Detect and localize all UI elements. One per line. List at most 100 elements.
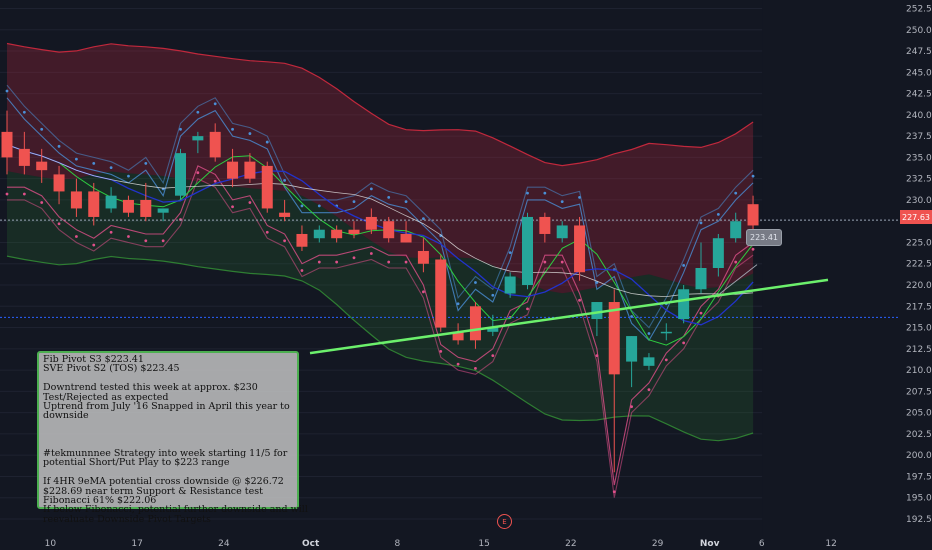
- candle-body: [660, 331, 672, 334]
- pink-pivot-dot: [248, 201, 252, 204]
- pink-pivot-dot: [127, 235, 130, 238]
- x-tick-label: 24: [218, 539, 230, 549]
- y-tick-label: 215.00: [906, 324, 932, 334]
- candle-body: [452, 331, 464, 341]
- blue-pivot-dot: [751, 174, 755, 178]
- pink-pivot-dot: [682, 341, 686, 345]
- candle-body: [296, 233, 308, 247]
- x-tick-label: Oct: [302, 539, 320, 549]
- blue-pivot-dot: [699, 221, 703, 225]
- y-tick-label: 230.00: [906, 196, 932, 206]
- blue-pivot-dot: [560, 200, 564, 204]
- y-tick-label: 212.50: [906, 345, 932, 355]
- candle-body: [591, 302, 603, 320]
- candle-body: [175, 153, 186, 196]
- upper-channel-line: [6, 42, 754, 167]
- blue-pivot-dot: [109, 166, 113, 170]
- pink-pivot-dot: [144, 239, 148, 243]
- note-line: [43, 421, 293, 430]
- candle-body: [53, 174, 65, 192]
- y-tick-label: 210.00: [906, 366, 932, 376]
- note-line: Downtrend tested this week at approx. $2…: [43, 382, 258, 394]
- note-line: Uptrend from July '16 Snapped in April t…: [43, 401, 290, 413]
- axes: 252.50 250.00 247.50 245.00 242.50 240.00 237.…: [45, 5, 932, 549]
- candle-body: [244, 161, 256, 179]
- x-tick-label: 10: [45, 539, 57, 549]
- candle-body: [140, 199, 152, 217]
- last-price-badge: 227.63: [900, 210, 932, 224]
- candle-body: [522, 216, 533, 286]
- candle-body: [36, 161, 48, 171]
- y-tick-label: 222.50: [906, 260, 932, 270]
- pink-pivot-dot: [734, 260, 738, 264]
- earnings-event-marker[interactable]: E: [497, 514, 512, 529]
- pink-envelope-line: [7, 177, 754, 498]
- candle-body: [88, 191, 100, 217]
- blue-pivot-dot: [57, 144, 61, 148]
- blue-pivot-dot: [682, 264, 686, 267]
- blue-pivot-dot: [578, 195, 581, 199]
- annotation-note[interactable]: Fib Pivot S3 $223.41 SVE Pivot S2 (TOS) $…: [37, 351, 308, 524]
- pink-pivot-dot: [109, 230, 113, 234]
- pink-pivot-dot: [92, 243, 96, 247]
- x-tick-label: 17: [131, 539, 142, 549]
- pink-pivot-dot: [543, 260, 547, 264]
- blue-pivot-dot: [543, 191, 547, 195]
- pink-pivot-dot: [664, 358, 668, 362]
- candle-body: [383, 221, 395, 239]
- pink-pivot-dot: [75, 235, 78, 238]
- blue-pivot-dot: [213, 102, 217, 106]
- price-callout[interactable]: 223.41: [746, 229, 782, 246]
- overlays: [309, 264, 829, 355]
- y-tick-label: 202.50: [906, 430, 932, 440]
- note-line: If 4HR 9eMA potential cross downside @ $…: [43, 476, 284, 488]
- note-line: reevaluate Downside Pivot Targets: [43, 513, 211, 525]
- callout-pointer: [719, 264, 758, 294]
- blue-pivot-dot: [22, 110, 26, 114]
- note-line: downside: [43, 410, 89, 422]
- pink-envelope-line: [7, 165, 754, 486]
- blue-pivot-dot: [283, 178, 286, 182]
- y-tick-label: 207.50: [906, 387, 932, 397]
- candle-body: [400, 233, 412, 243]
- pink-pivot-dot: [422, 290, 425, 294]
- blue-pivot-dot: [491, 293, 495, 297]
- blue-pivot-dot: [75, 157, 78, 161]
- pink-pivot-dot: [491, 354, 495, 358]
- candle-body: [313, 229, 325, 239]
- pink-pivot-dot: [560, 260, 564, 264]
- candle-body: [574, 225, 586, 273]
- pink-pivot-dot: [5, 192, 9, 196]
- y-tick-label: 197.50: [906, 472, 932, 482]
- y-tick-label: 245.00: [906, 68, 932, 78]
- blue-envelope-line: [6, 84, 754, 329]
- note-line: [43, 430, 293, 439]
- candle-body: [105, 195, 117, 209]
- note-line: Test/Rejected as expected: [43, 391, 169, 403]
- blue-pivot-dot: [387, 195, 391, 199]
- note-line: SVE Pivot S2 (TOS) $223.45: [43, 363, 180, 375]
- candle-body: [417, 250, 429, 264]
- y-tick-label: 232.50: [906, 175, 932, 185]
- candle-body: [227, 161, 239, 179]
- pink-pivot-dot: [439, 349, 443, 353]
- uptrend-line: [309, 278, 829, 355]
- blue-pivot-dot: [231, 127, 234, 131]
- candle-body: [435, 259, 447, 328]
- candles: [1, 110, 759, 473]
- blue-pivot-dot: [508, 251, 512, 255]
- x-tick-label: 8: [395, 539, 401, 549]
- x-tick-label: Nov: [700, 539, 720, 549]
- pink-pivot-dot: [647, 388, 651, 392]
- note-line: #tekmunnnee Strategy into week starting …: [43, 448, 288, 459]
- note-line: potential Short/Put Play to $223 range: [43, 457, 230, 469]
- blue-pivot-dot: [317, 204, 321, 208]
- blue-pivot-dot: [734, 191, 738, 195]
- pink-pivot-dot: [57, 222, 61, 226]
- candle-body: [365, 216, 377, 230]
- blue-pivot-dot: [647, 332, 651, 335]
- candle-body: [348, 229, 360, 234]
- candle-body: [331, 229, 343, 239]
- blue-pivot-dot: [404, 200, 408, 204]
